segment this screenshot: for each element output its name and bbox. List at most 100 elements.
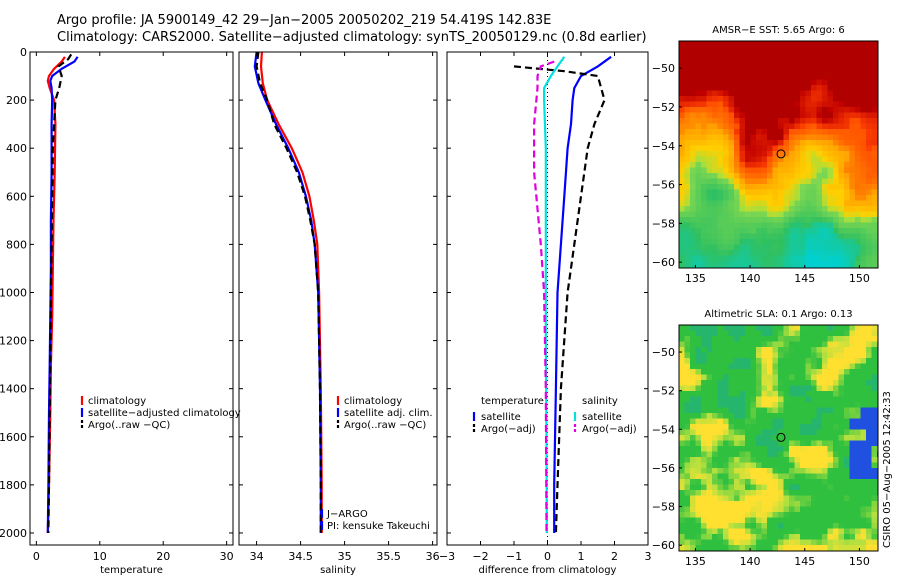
map-cell [794,57,801,64]
map-cell [695,118,702,124]
map-cell [717,418,724,425]
map-cell [734,63,740,69]
map-cell [728,347,735,353]
map-cell [734,484,740,491]
map-cell [679,151,685,157]
map-cell [717,123,724,130]
map-cell [717,167,724,174]
map-cell [794,490,801,496]
map-cell [761,46,768,53]
map-cell [679,167,685,174]
map-cell [734,402,740,408]
map-cell [855,101,861,108]
map-cell [871,57,878,64]
map-cell [871,239,878,245]
map-cell [728,385,735,392]
map-cell [794,255,801,262]
map-cell [761,413,768,419]
legend-entry: climatology [88,396,146,407]
map-cell [712,118,718,124]
map-cell [734,151,740,157]
map-cell [723,484,729,491]
map-cell [855,178,861,185]
map-cell [723,195,729,201]
map-cell [750,490,757,496]
map-cell [783,484,790,491]
map-cell [871,134,878,141]
map-cell [855,413,861,419]
map-cell [695,352,702,359]
map-cell [739,501,746,507]
map-cell [816,233,823,240]
map-cell [690,52,696,58]
map-cell [772,429,779,436]
map-cell [690,424,696,430]
map-cell [750,85,757,91]
map-cell [789,539,795,546]
map-cell [690,429,696,436]
map-cell [745,250,751,256]
map-cell [756,468,762,474]
map-cell [871,68,878,75]
map-cell [684,228,691,234]
map-cell [794,63,801,69]
map-cell [723,112,729,119]
map-cell [871,528,878,535]
map-cell [756,506,762,513]
map-cell [811,184,817,190]
map-cell [701,391,707,397]
map-cell [712,129,718,135]
map-cell [728,107,735,113]
map-cell [860,358,867,364]
map-cell [772,336,779,342]
map-cell [778,468,784,474]
map-cell [866,490,872,496]
map-cell [772,413,779,419]
map-cell [778,206,784,212]
map-cell [745,347,751,353]
map-cell [684,418,691,425]
map-cell [816,118,823,124]
y-tick-label: −50 [652,346,675,359]
map-cell [679,46,685,53]
map-cell [712,206,718,212]
map-cell [695,336,702,342]
map-cell [860,457,867,463]
map-cell [860,512,867,518]
map-cell [778,46,784,53]
map-cell [745,79,751,86]
map-cell [756,462,762,469]
map-cell [767,200,773,207]
map-cell [772,435,779,441]
map-cell [712,506,718,513]
map-cell [701,385,707,392]
x-tick-label: −3 [439,550,455,563]
map-cell [822,63,828,69]
map-cell [723,129,729,135]
map-cell [706,63,713,69]
map-cell [723,200,729,207]
map-cell [723,167,729,174]
map-cell [871,523,878,529]
map-cell [849,325,856,331]
map-cell [844,358,850,364]
map-cell [783,162,790,168]
map-cell [800,534,806,540]
map-cell [860,261,867,267]
map-cell [706,374,713,381]
y-tick-label: −58 [652,501,675,514]
map-cell [833,391,839,397]
map-cell [690,512,696,518]
map-cell [739,539,746,546]
map-cell [811,90,817,97]
map-cell [805,462,812,469]
map-cell [838,90,845,97]
map-cell [756,396,762,403]
map-cell [712,46,718,53]
map-cell [800,162,806,168]
map-cell [860,222,867,229]
map-cell [822,325,828,331]
map-cell [833,396,839,403]
map-cell [778,261,784,267]
map-cell [789,347,795,353]
